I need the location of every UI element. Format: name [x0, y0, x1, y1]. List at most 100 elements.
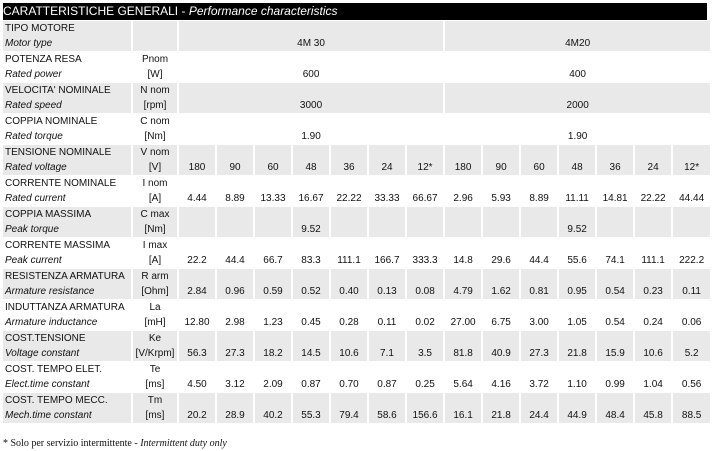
rated-speed-unit: [rpm] — [132, 98, 179, 114]
peak-torque-spacer — [634, 206, 674, 222]
voltage-constant-spacer — [520, 330, 560, 346]
elect-time-constant-spacer — [634, 361, 674, 377]
armature-inductance-row-top: INDUTTANZA ARMATURA La — [3, 299, 712, 315]
rated-power-symbol: Pnom — [132, 51, 179, 67]
rated-current-value: 11.11 — [558, 191, 598, 207]
elect-time-constant-value: 5.64 — [444, 377, 484, 393]
rated-speed-spacer-b — [444, 82, 712, 98]
elect-time-constant-spacer — [444, 361, 484, 377]
peak-torque-value — [254, 222, 293, 238]
mech-time-constant-value: 20.2 — [178, 408, 217, 424]
mech-time-constant-value: 24.4 — [520, 408, 560, 424]
armature-resistance-spacer — [292, 268, 331, 284]
peak-torque-value — [330, 222, 369, 238]
voltage-constant-spacer — [254, 330, 293, 346]
elect-time-constant-value: 0.99 — [596, 377, 636, 393]
mech-time-constant-value: 28.9 — [216, 408, 255, 424]
elect-time-constant-value: 0.25 — [406, 377, 446, 393]
rated-voltage-spacer — [482, 144, 522, 160]
rated-current-row-bottom: Rated current [A] 4.44 8.89 13.33 16.67 22.22 3… — [3, 191, 712, 207]
elect-time-constant-spacer — [558, 361, 598, 377]
rated-current-value: 66.67 — [406, 191, 446, 207]
rated-current-value: 33.33 — [368, 191, 407, 207]
armature-resistance-row-bottom: Armature resistance [Ohm] 2.84 0.96 0.59 0.52… — [3, 284, 712, 300]
mech-time-constant-spacer — [558, 392, 598, 408]
peak-current-spacer — [330, 237, 369, 253]
rated-speed-spacer-a — [178, 82, 446, 98]
voltage-constant-spacer — [330, 330, 369, 346]
armature-inductance-spacer — [634, 299, 674, 315]
mech-time-constant-value: 21.8 — [482, 408, 522, 424]
rated-torque-spacer-b — [444, 113, 712, 129]
rated-voltage-spacer — [330, 144, 369, 160]
armature-resistance-spacer — [482, 268, 522, 284]
rated-torque-unit: [Nm] — [132, 129, 179, 145]
elect-time-constant-spacer — [406, 361, 446, 377]
armature-resistance-value: 0.13 — [368, 284, 407, 300]
rated-voltage-spacer — [634, 144, 674, 160]
rated-current-spacer — [368, 175, 407, 191]
elect-time-constant-spacer — [368, 361, 407, 377]
armature-inductance-value: 0.06 — [672, 315, 712, 331]
peak-current-spacer — [178, 237, 217, 253]
rated-voltage-value: 36 — [596, 160, 636, 176]
rated-speed-row-top: VELOCITA' NOMINALE N nom — [3, 82, 712, 98]
model-4m20: 4M20 — [444, 36, 712, 52]
elect-time-constant-value: 2.09 — [254, 377, 293, 393]
voltage-constant-symbol: Ke — [132, 330, 179, 346]
rated-power-label-it: POTENZA RESA — [3, 51, 133, 67]
voltage-constant-spacer — [406, 330, 446, 346]
rated-voltage-value: 36 — [330, 160, 369, 176]
peak-torque-spacer — [596, 206, 636, 222]
peak-torque-value — [178, 222, 217, 238]
footnote-italian: * Solo per servizio intermittente - — [3, 438, 141, 449]
peak-torque-unit: [Nm] — [132, 222, 179, 238]
elect-time-constant-spacer — [216, 361, 255, 377]
armature-inductance-spacer — [482, 299, 522, 315]
rated-current-value: 16.67 — [292, 191, 331, 207]
armature-resistance-spacer — [330, 268, 369, 284]
elect-time-constant-spacer — [672, 361, 712, 377]
voltage-constant-spacer — [672, 330, 712, 346]
mech-time-constant-value: 48.4 — [596, 408, 636, 424]
peak-current-value: 222.2 — [672, 253, 712, 269]
elect-time-constant-value: 0.87 — [292, 377, 331, 393]
peak-torque-spacer — [216, 206, 255, 222]
armature-inductance-value: 6.75 — [482, 315, 522, 331]
peak-current-value: 66.7 — [254, 253, 293, 269]
armature-resistance-symbol: R arm — [132, 268, 179, 284]
peak-torque-label-it: COPPIA MASSIMA — [3, 206, 133, 222]
voltage-constant-unit: [V/Krpm] — [132, 346, 179, 362]
rated-voltage-spacer — [254, 144, 293, 160]
rated-voltage-value: 12* — [406, 160, 446, 176]
peak-current-spacer — [406, 237, 446, 253]
mech-time-constant-label-it: COST. TEMPO MECC. — [3, 392, 133, 408]
elect-time-constant-row-top: COST. TEMPO ELET. Te — [3, 361, 712, 377]
rated-current-spacer — [292, 175, 331, 191]
rated-speed-value-4m20: 2000 — [444, 98, 712, 114]
mech-time-constant-spacer — [634, 392, 674, 408]
armature-resistance-label-it: RESISTENZA ARMATURA — [3, 268, 133, 284]
armature-resistance-value: 0.95 — [558, 284, 598, 300]
table-title: CARATTERISTICHE GENERALI - Performance c… — [3, 3, 707, 20]
peak-torque-spacer — [178, 206, 217, 222]
armature-resistance-label-en: Armature resistance — [3, 284, 133, 300]
rated-voltage-spacer — [444, 144, 484, 160]
peak-torque-value — [444, 222, 484, 238]
voltage-constant-label-it: COST.TENSIONE — [3, 330, 133, 346]
peak-current-spacer — [292, 237, 331, 253]
rated-current-spacer — [330, 175, 369, 191]
elect-time-constant-value: 3.72 — [520, 377, 560, 393]
title-separator: - — [178, 4, 189, 18]
peak-torque-spacer — [368, 206, 407, 222]
rated-power-row-top: POTENZA RESA Pnom — [3, 51, 712, 67]
peak-torque-value — [368, 222, 407, 238]
armature-inductance-value: 27.00 — [444, 315, 484, 331]
voltage-constant-spacer — [596, 330, 636, 346]
mech-time-constant-row-bottom: Mech.time constant [ms] 20.2 28.9 40.2 55.3 79… — [3, 408, 712, 424]
rated-current-spacer — [178, 175, 217, 191]
rated-voltage-spacer — [596, 144, 636, 160]
motor-type-row-top: TIPO MOTORE — [3, 21, 712, 36]
title-english: Performance characteristics — [188, 4, 338, 18]
armature-resistance-spacer — [520, 268, 560, 284]
